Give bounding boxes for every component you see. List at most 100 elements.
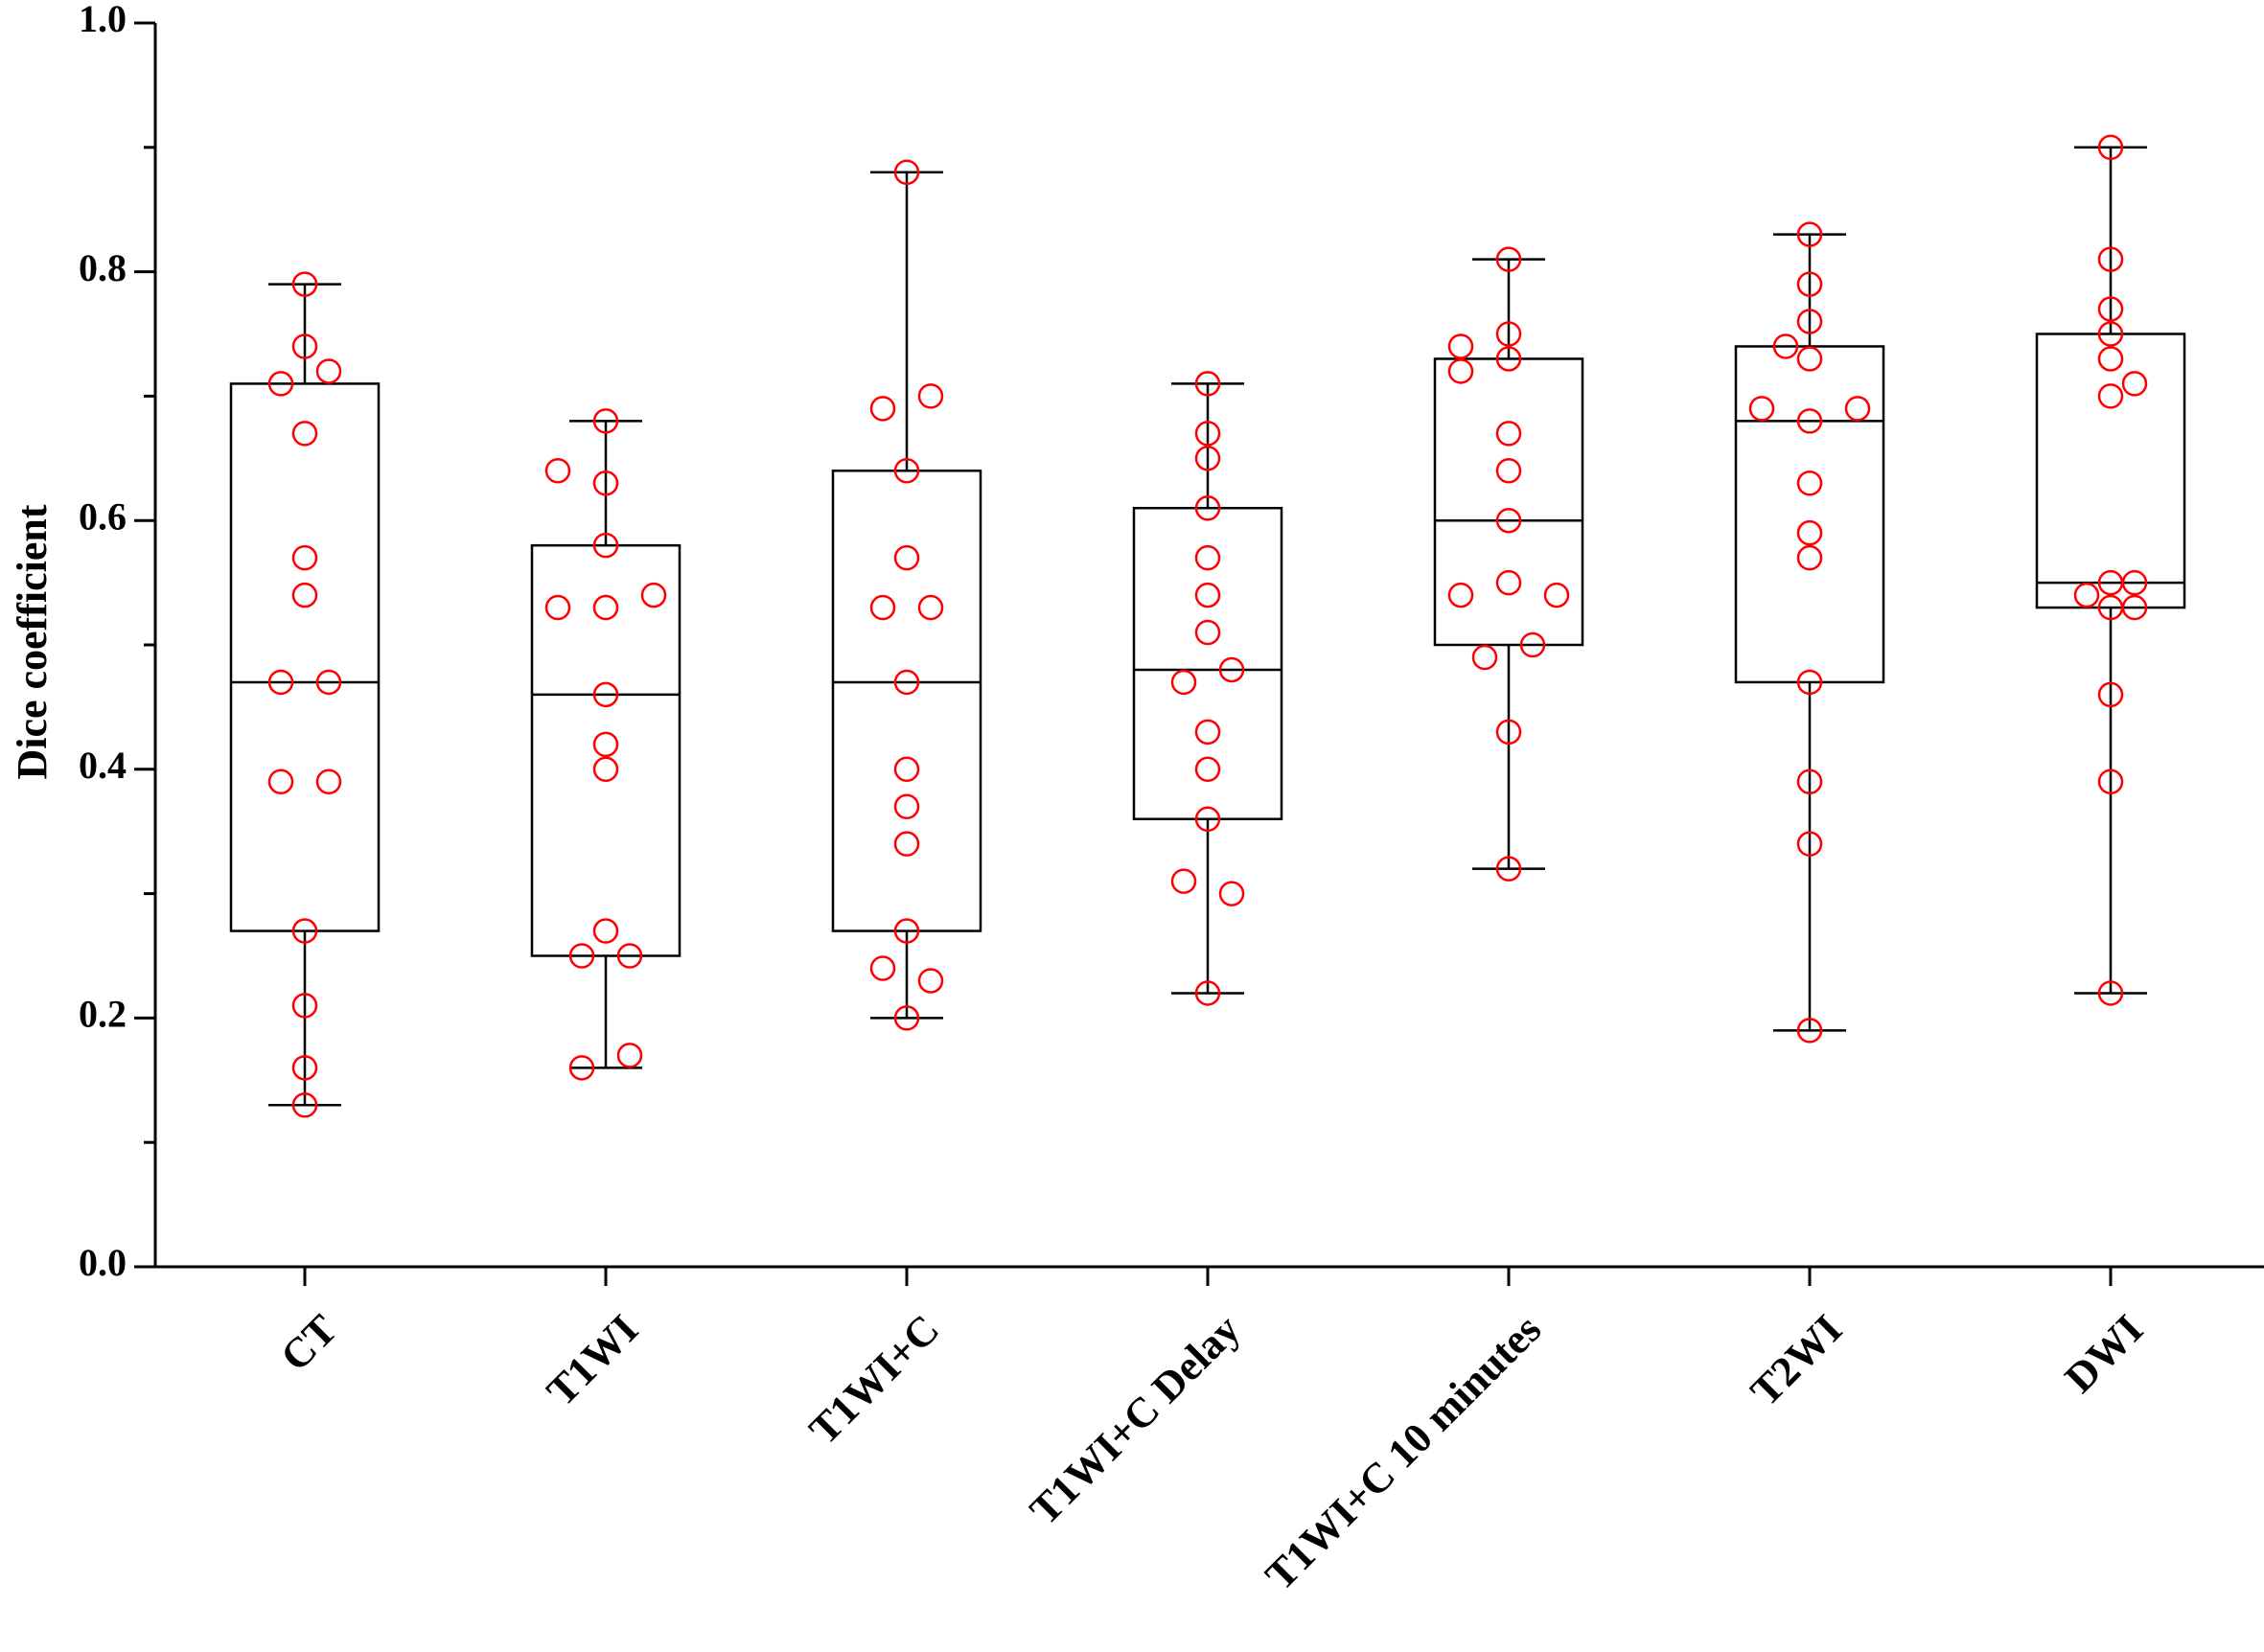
y-tick-label: 0.4: [79, 744, 127, 787]
data-point: [1796, 1018, 1823, 1044]
data-point: [616, 943, 643, 969]
points: [267, 134, 2148, 1118]
category-label: DWI: [2056, 1305, 2152, 1401]
data-point: [267, 769, 294, 795]
iqr-box: [2035, 333, 2186, 609]
data-point: [1796, 519, 1823, 546]
data-point: [2097, 383, 2124, 409]
data-point: [917, 594, 944, 621]
box-3: [831, 171, 982, 1020]
category-label: T1WI+C: [800, 1305, 948, 1453]
data-point: [592, 408, 619, 434]
data-point: [568, 943, 595, 969]
data-point: [1194, 582, 1221, 608]
data-point: [592, 756, 619, 783]
data-point: [315, 769, 342, 795]
data-point: [267, 371, 294, 397]
data-point: [544, 458, 571, 484]
box-6: [1734, 233, 1885, 1032]
iqr-box: [229, 382, 381, 932]
data-point: [592, 532, 619, 559]
data-point: [917, 383, 944, 409]
boxes: [229, 146, 2186, 1107]
data-point: [1796, 831, 1823, 857]
data-point: [1170, 868, 1197, 894]
box-2: [530, 420, 682, 1069]
data-point: [1194, 421, 1221, 447]
box-5: [1433, 258, 1584, 870]
data-point: [592, 470, 619, 496]
data-point: [1796, 470, 1823, 496]
data-point: [1447, 333, 1474, 359]
data-point: [291, 421, 318, 447]
data-point: [1796, 769, 1823, 795]
data-point: [893, 669, 920, 696]
data-point: [1218, 881, 1245, 906]
iqr-box: [1132, 506, 1283, 820]
data-point: [1495, 458, 1522, 484]
data-point: [592, 681, 619, 708]
data-point: [1519, 631, 1546, 658]
data-point: [2097, 681, 2124, 708]
data-point: [1194, 756, 1221, 783]
category-label: T1WI+C Delay: [1021, 1305, 1249, 1533]
data-point: [592, 918, 619, 944]
data-point: [1194, 719, 1221, 746]
data-point: [291, 1092, 318, 1118]
data-point: [1495, 346, 1522, 372]
data-point: [869, 594, 896, 621]
y-tick-label: 0.6: [79, 494, 127, 538]
data-point: [1194, 446, 1221, 471]
axes: 0.0 0.2 0.4 0.6 0.8 1.0: [79, 0, 2264, 1286]
data-point: [1194, 806, 1221, 832]
data-point: [2073, 582, 2100, 608]
data-point: [2097, 346, 2124, 372]
data-point: [1194, 980, 1221, 1006]
data-point: [315, 358, 342, 384]
data-point: [1495, 246, 1522, 272]
data-point: [893, 544, 920, 571]
data-point: [893, 1005, 920, 1031]
data-point: [1495, 421, 1522, 447]
data-point: [2121, 594, 2148, 621]
data-point: [315, 669, 342, 696]
data-point: [2121, 371, 2148, 397]
data-point: [291, 544, 318, 571]
data-point: [893, 793, 920, 819]
data-point: [291, 333, 318, 359]
data-point: [1194, 544, 1221, 571]
data-point: [2097, 980, 2124, 1006]
data-point: [893, 458, 920, 484]
data-point: [1495, 321, 1522, 347]
data-point: [544, 594, 571, 621]
data-point: [1796, 544, 1823, 571]
data-point: [1218, 656, 1245, 683]
data-point: [592, 731, 619, 758]
data-point: [1447, 582, 1474, 608]
data-point: [291, 918, 318, 944]
data-point: [291, 993, 318, 1019]
data-point: [640, 582, 667, 608]
data-point: [2097, 246, 2124, 272]
data-point: [1495, 507, 1522, 534]
data-point: [2097, 769, 2124, 795]
category-labels: CT T1WI T1WI+C T1WI+C Delay T1WI+C 10 minute…: [271, 1305, 2152, 1598]
data-point: [1543, 582, 1570, 608]
data-point: [2121, 569, 2148, 596]
category-label: T1WI+C 10 minutes: [1257, 1305, 1550, 1598]
y-tick-label: 1.0: [79, 0, 127, 40]
data-point: [1495, 719, 1522, 746]
box-7: [2035, 146, 2186, 995]
data-point: [1796, 669, 1823, 696]
data-point: [1844, 396, 1871, 422]
data-point: [1772, 333, 1799, 359]
data-point: [1796, 271, 1823, 297]
y-tick-label: 0.0: [79, 1241, 127, 1284]
y-axis-label: Dice coefficient: [9, 504, 56, 779]
data-point: [893, 831, 920, 857]
data-point: [1194, 494, 1221, 521]
data-point: [1471, 644, 1498, 671]
data-point: [1170, 669, 1197, 696]
data-point: [1495, 569, 1522, 596]
